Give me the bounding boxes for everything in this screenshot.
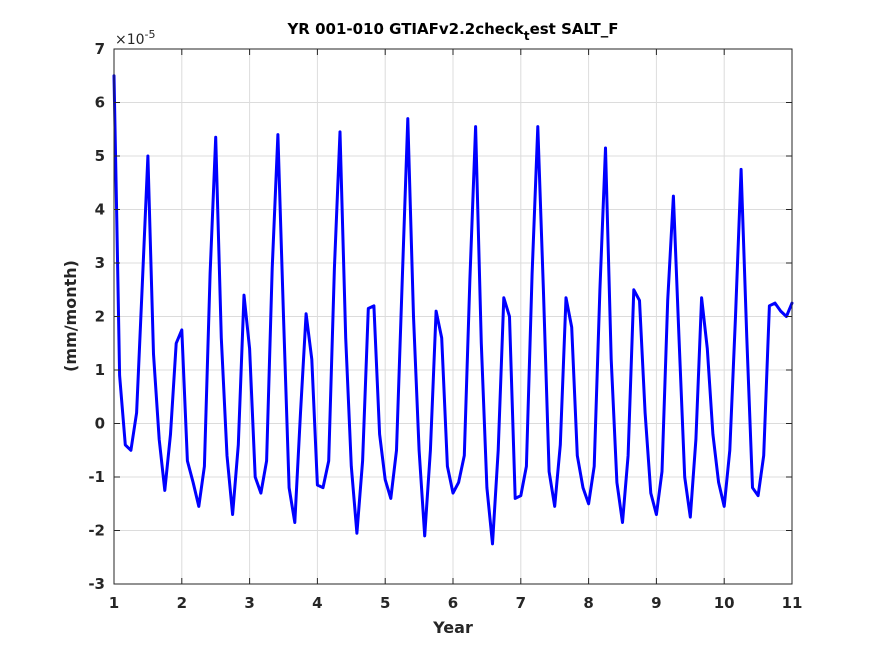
x-tick-label: 11	[782, 594, 803, 612]
x-tick-label: 7	[516, 594, 526, 612]
ticks	[113, 48, 793, 585]
y-tick-labels: -3 -2 -1 0 1 2 3 4 5 6 7	[88, 40, 105, 593]
y-tick-label: -2	[88, 522, 105, 540]
x-tick-label: 4	[312, 594, 322, 612]
series-line	[112, 74, 794, 546]
y-multiplier: ×10-5	[115, 28, 156, 48]
x-tick-label: 3	[244, 594, 254, 612]
y-axis-label: (mm/month)	[61, 260, 80, 372]
chart-title: YR 001-010 GTIAFv2.2checktest SALT_F	[286, 20, 618, 43]
y-tick-label: 7	[95, 40, 105, 58]
y-tick-label: 5	[95, 147, 105, 165]
y-tick-label: -1	[88, 468, 105, 486]
y-tick-label: 4	[95, 201, 105, 219]
y-tick-label: -3	[88, 575, 105, 593]
x-axis-label: Year	[432, 618, 473, 637]
line-layer	[112, 74, 794, 546]
x-tick-label: 9	[651, 594, 661, 612]
x-tick-label: 5	[380, 594, 390, 612]
x-tick-label: 10	[714, 594, 735, 612]
x-tick-label: 1	[109, 594, 119, 612]
y-tick-label: 6	[95, 94, 105, 112]
y-tick-label: 2	[95, 308, 105, 326]
y-tick-label: 1	[95, 361, 105, 379]
y-tick-label: 3	[95, 254, 105, 272]
x-tick-label: 8	[583, 594, 593, 612]
x-tick-label: 2	[177, 594, 187, 612]
x-tick-labels: 1 2 3 4 5 6 7 8 9 10 11	[109, 594, 803, 612]
x-tick-label: 6	[448, 594, 458, 612]
y-tick-label: 0	[95, 415, 105, 433]
